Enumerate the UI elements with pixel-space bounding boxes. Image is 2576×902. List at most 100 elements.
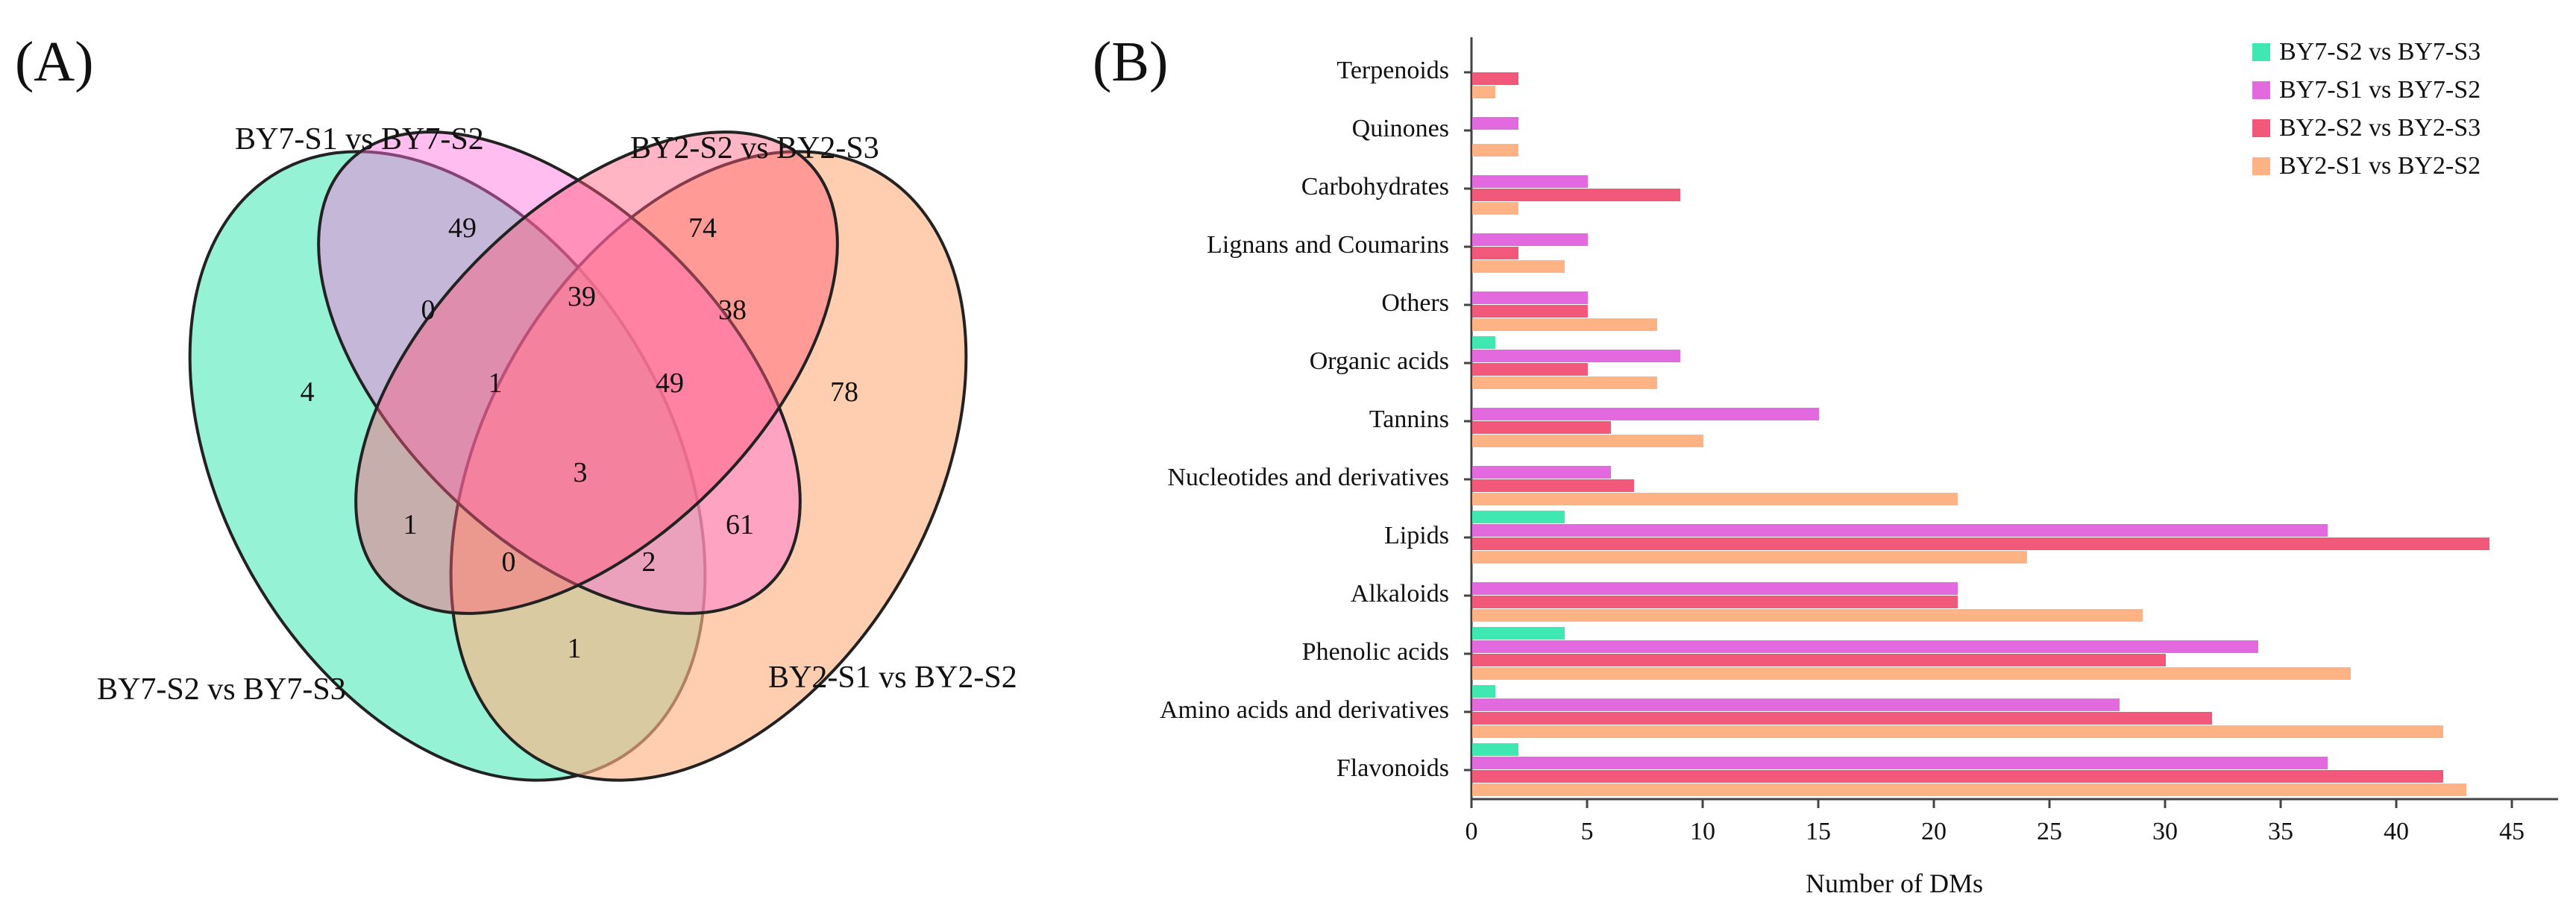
category-label: Flavonoids xyxy=(1336,754,1449,782)
x-axis-label: Number of DMs xyxy=(1806,868,1983,898)
bar xyxy=(1472,654,2166,666)
x-tick-label: 15 xyxy=(1806,818,1831,845)
venn-ellipse-by7-s1-s2 xyxy=(317,130,802,615)
bar xyxy=(1472,189,1680,201)
category-label: Amino acids and derivatives xyxy=(1160,696,1449,724)
category-label: Carbohydrates xyxy=(1301,173,1449,201)
bar xyxy=(1472,291,1588,304)
venn-count: 1 xyxy=(489,368,503,399)
bar xyxy=(1472,537,2489,550)
bar xyxy=(1472,511,1565,523)
venn-count: 2 xyxy=(642,546,656,578)
bar xyxy=(1472,336,1495,349)
bar xyxy=(1472,175,1588,188)
category-label: Alkaloids xyxy=(1351,580,1449,608)
bar xyxy=(1472,144,1518,157)
venn-set-labels: BY7-S1 vs BY7-S2 BY2-S2 vs BY2-S3 BY7-S2… xyxy=(97,122,1017,707)
bar xyxy=(1472,408,1819,420)
bar-chart: (B) Terpenoids Quinones Carbohydrates Ligna… xyxy=(1093,31,2558,898)
bar xyxy=(1472,725,2443,738)
venn-ellipse-by2-s1-s2 xyxy=(449,150,968,782)
bar xyxy=(1472,435,1703,447)
venn-label-by7-s2-s3: BY7-S2 vs BY7-S3 xyxy=(97,672,346,707)
x-tick-label: 25 xyxy=(2037,818,2062,845)
venn-count: 0 xyxy=(502,546,516,578)
venn-count: 39 xyxy=(568,281,596,312)
bar xyxy=(1472,260,1565,273)
chart-x-ticks: 0 5 10 15 20 25 30 35 40 45 xyxy=(1466,799,2525,845)
category-label: Lignans and Coumarins xyxy=(1207,231,1449,259)
venn-count: 0 xyxy=(421,294,436,326)
legend-label: BY7-S1 vs BY7-S2 xyxy=(2279,76,2481,104)
category-label: Nucleotides and derivatives xyxy=(1167,464,1449,491)
venn-diagram: (A) BY7-S1 vs BY7-S2 BY2-S2 vs BY2-S3 BY… xyxy=(15,31,1017,782)
bar xyxy=(1472,609,2143,622)
panel-b-label: (B) xyxy=(1093,31,1168,93)
bar xyxy=(1472,479,1634,492)
bar xyxy=(1472,318,1657,331)
legend-swatch xyxy=(2252,157,2270,175)
venn-count: 38 xyxy=(718,294,747,326)
category-label: Terpenoids xyxy=(1336,57,1449,84)
venn-ellipse-by2-s2-s3 xyxy=(354,130,839,615)
bar xyxy=(1472,770,2443,783)
bar xyxy=(1472,72,1518,85)
bar xyxy=(1472,596,1958,608)
bar xyxy=(1472,698,2120,711)
legend-label: BY7-S2 vs BY7-S3 xyxy=(2279,38,2481,66)
bar xyxy=(1472,350,1680,362)
venn-label-by7-s1-s2: BY7-S1 vs BY7-S2 xyxy=(235,122,484,157)
chart-category-labels: Terpenoids Quinones Carbohydrates Lignans a… xyxy=(1160,57,1471,782)
venn-region-counts: 4 49 74 78 0 39 38 1 49 3 1 61 0 2 1 xyxy=(301,212,859,664)
x-tick-label: 30 xyxy=(2152,818,2178,845)
bar xyxy=(1472,202,1518,215)
x-tick-label: 45 xyxy=(2499,818,2525,845)
venn-ellipses xyxy=(188,130,968,782)
bar xyxy=(1472,233,1588,246)
bar xyxy=(1472,363,1588,376)
bar xyxy=(1472,421,1611,434)
venn-count: 4 xyxy=(301,376,315,408)
bar xyxy=(1472,712,2212,725)
legend-swatch xyxy=(2252,43,2270,61)
category-label: Others xyxy=(1381,289,1449,317)
bar xyxy=(1472,685,1495,698)
bar xyxy=(1472,466,1611,479)
x-tick-label: 40 xyxy=(2384,818,2409,845)
bar xyxy=(1472,640,2258,653)
legend-label: BY2-S2 vs BY2-S3 xyxy=(2279,114,2481,142)
bar xyxy=(1472,524,2328,537)
venn-count: 61 xyxy=(726,509,754,540)
bar xyxy=(1472,743,1518,756)
bar xyxy=(1472,305,1588,318)
bar xyxy=(1472,86,1495,98)
category-label: Phenolic acids xyxy=(1302,638,1449,666)
bar xyxy=(1472,757,2328,769)
venn-label-by2-s1-s2: BY2-S1 vs BY2-S2 xyxy=(768,660,1017,695)
category-label: Lipids xyxy=(1384,522,1449,549)
legend-swatch xyxy=(2252,119,2270,137)
x-tick-label: 35 xyxy=(2268,818,2293,845)
venn-count: 74 xyxy=(688,212,717,244)
bar xyxy=(1472,117,1518,130)
venn-label-by2-s2-s3: BY2-S2 vs BY2-S3 xyxy=(630,131,879,165)
chart-legend: BY7-S2 vs BY7-S3 BY7-S1 vs BY7-S2 BY2-S2 v… xyxy=(2252,38,2481,180)
category-label: Quinones xyxy=(1352,115,1449,142)
venn-count: 1 xyxy=(568,633,582,664)
bar xyxy=(1472,376,1657,389)
venn-count: 49 xyxy=(656,368,684,399)
bar xyxy=(1472,667,2351,680)
bar xyxy=(1472,493,1958,505)
legend-swatch xyxy=(2252,81,2270,99)
bar xyxy=(1472,551,2027,564)
venn-count: 49 xyxy=(448,212,477,244)
venn-count: 1 xyxy=(403,509,418,540)
x-tick-label: 10 xyxy=(1690,818,1715,845)
panel-a-label: (A) xyxy=(15,31,94,93)
legend-label: BY2-S1 vs BY2-S2 xyxy=(2279,152,2481,180)
x-tick-label: 0 xyxy=(1466,818,1478,845)
venn-count: 3 xyxy=(574,457,588,488)
bar xyxy=(1472,783,2466,796)
chart-axes xyxy=(1470,37,2558,801)
